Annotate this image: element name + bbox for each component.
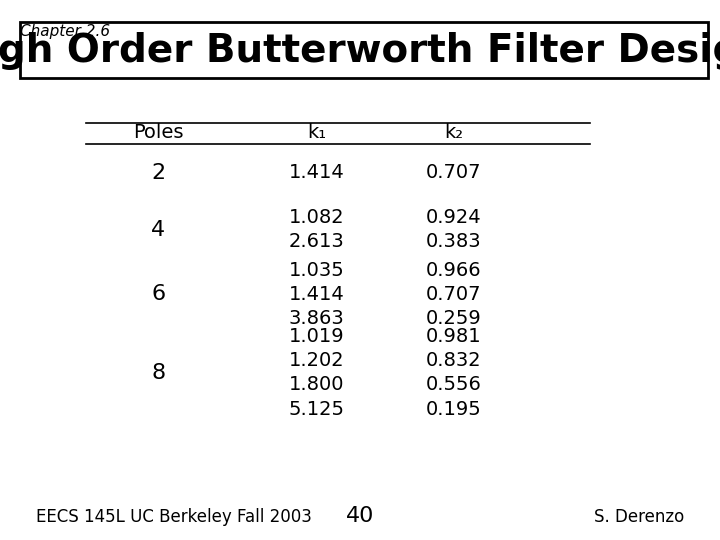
Text: 1.019: 1.019 — [289, 327, 345, 346]
Text: k₂: k₂ — [444, 123, 463, 142]
Text: 8: 8 — [151, 362, 166, 383]
Text: 5.125: 5.125 — [289, 400, 345, 419]
Text: S. Derenzo: S. Derenzo — [594, 509, 684, 526]
Text: 3.863: 3.863 — [289, 309, 345, 328]
Text: 0.966: 0.966 — [426, 260, 482, 280]
Text: 0.259: 0.259 — [426, 309, 482, 328]
Text: High Order Butterworth Filter Design: High Order Butterworth Filter Design — [0, 32, 720, 70]
Text: Chapter 2.6: Chapter 2.6 — [20, 24, 110, 39]
Text: 0.981: 0.981 — [426, 327, 482, 346]
Text: 1.082: 1.082 — [289, 208, 345, 227]
Text: 2.613: 2.613 — [289, 232, 345, 251]
Text: 6: 6 — [151, 284, 166, 305]
Text: Poles: Poles — [133, 123, 184, 142]
Text: 1.414: 1.414 — [289, 285, 345, 304]
Text: 1.035: 1.035 — [289, 260, 345, 280]
Text: 1.202: 1.202 — [289, 351, 345, 370]
Text: 4: 4 — [151, 219, 166, 240]
Text: k₁: k₁ — [307, 123, 326, 142]
Text: 1.414: 1.414 — [289, 163, 345, 183]
Text: 40: 40 — [346, 507, 374, 526]
Text: EECS 145L UC Berkeley Fall 2003: EECS 145L UC Berkeley Fall 2003 — [36, 509, 312, 526]
Text: 0.707: 0.707 — [426, 163, 482, 183]
Text: 0.832: 0.832 — [426, 351, 482, 370]
Text: 0.195: 0.195 — [426, 400, 482, 419]
Text: 0.556: 0.556 — [426, 375, 482, 394]
Text: 0.707: 0.707 — [426, 285, 482, 304]
Text: 0.383: 0.383 — [426, 232, 482, 251]
Text: 1.800: 1.800 — [289, 375, 345, 394]
Text: 0.924: 0.924 — [426, 208, 482, 227]
Text: 2: 2 — [151, 163, 166, 183]
